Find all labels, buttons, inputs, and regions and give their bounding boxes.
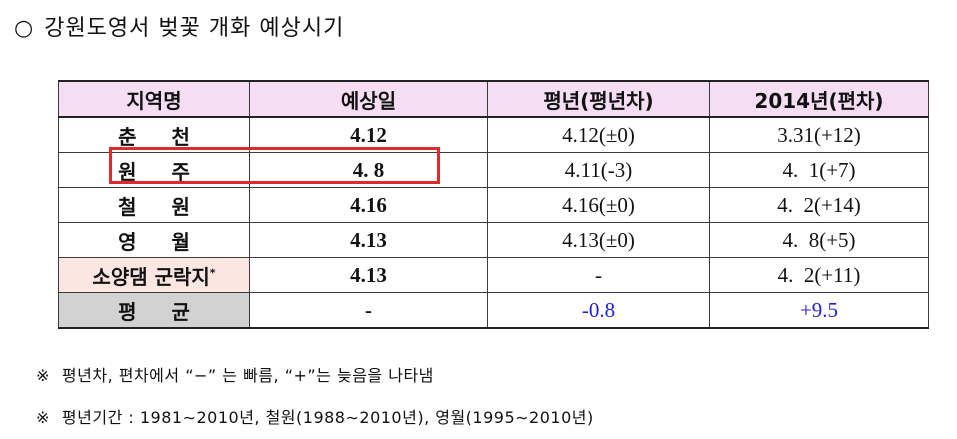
region-cell: 춘 천: [58, 116, 250, 153]
region-label: 소양댐 군락지: [92, 264, 210, 289]
predicted-cell: 4.12: [249, 116, 488, 153]
page-title: ○ 강원도영서 벚꽃 개화 예상시기: [14, 10, 344, 42]
predicted-cell: 4.16: [249, 187, 488, 223]
reference-mark-icon: ※: [36, 408, 50, 427]
note-text: 평년기간 : 1981∼2010년, 철원(1988∼2010년), 영월(19…: [61, 408, 594, 427]
header-predicted: 예상일: [249, 80, 488, 118]
table-row: 춘 천 4.12 4.12(±0) 3.31(+12): [58, 116, 929, 153]
header-normal: 평년(평년차): [487, 80, 710, 118]
table-row: 철 원 4.16 4.16(±0) 4. 2(+14): [58, 187, 929, 223]
note-period: ※ 평년기간 : 1981∼2010년, 철원(1988∼2010년), 영월(1…: [36, 404, 594, 428]
predicted-cell: 4.13: [249, 257, 488, 293]
y2014-cell: 4. 1(+7): [709, 152, 929, 188]
table-header-row: 지역명 예상일 평년(평년차) 2014년(편차): [58, 80, 929, 118]
y2014-cell: 4. 2(+11): [709, 257, 929, 293]
average-predicted-cell: -: [249, 292, 488, 329]
average-2014-cell: +9.5: [709, 292, 929, 329]
table-row: 영 월 4.13 4.13(±0) 4. 8(+5): [58, 222, 929, 258]
region-cell: 원 주: [58, 152, 250, 188]
y2014-cell: 4. 8(+5): [709, 222, 929, 258]
y2014-cell: 4. 2(+14): [709, 187, 929, 223]
normal-cell: 4.13(±0): [487, 222, 710, 258]
circle-bullet-icon: ○: [14, 16, 35, 41]
header-2014: 2014년(편차): [709, 80, 929, 118]
normal-cell: 4.16(±0): [487, 187, 710, 223]
region-cell-special: 소양댐 군락지*: [58, 257, 250, 293]
table-row: 원 주 4. 8 4.11(-3) 4. 1(+7): [58, 152, 929, 188]
average-normal-cell: -0.8: [487, 292, 710, 329]
note-deviation: ※ 평년차, 편차에서 “−” 는 빠름, “+”는 늦음을 나타냄: [36, 362, 434, 386]
normal-cell: 4.11(-3): [487, 152, 710, 188]
title-text: 강원도영서 벚꽃 개화 예상시기: [44, 16, 345, 41]
header-region: 지역명: [58, 80, 250, 118]
normal-cell: 4.12(±0): [487, 116, 710, 153]
predicted-cell: 4.13: [249, 222, 488, 258]
note-text: 평년차, 편차에서 “−” 는 빠름, “+”는 늦음을 나타냄: [61, 366, 434, 385]
y2014-cell: 3.31(+12): [709, 116, 929, 153]
reference-mark-icon: ※: [36, 366, 50, 385]
region-cell: 영 월: [58, 222, 250, 258]
average-label-cell: 평 균: [58, 292, 250, 329]
table-row: 소양댐 군락지* 4.13 - 4. 2(+11): [58, 257, 929, 293]
region-cell: 철 원: [58, 187, 250, 223]
normal-cell: -: [487, 257, 710, 293]
average-row: 평 균 - -0.8 +9.5: [58, 292, 929, 329]
predicted-cell: 4. 8: [249, 152, 488, 188]
footnote-mark: *: [209, 265, 216, 279]
forecast-table: 지역명 예상일 평년(평년차) 2014년(편차) 춘 천 4.12 4.12(…: [58, 80, 929, 329]
